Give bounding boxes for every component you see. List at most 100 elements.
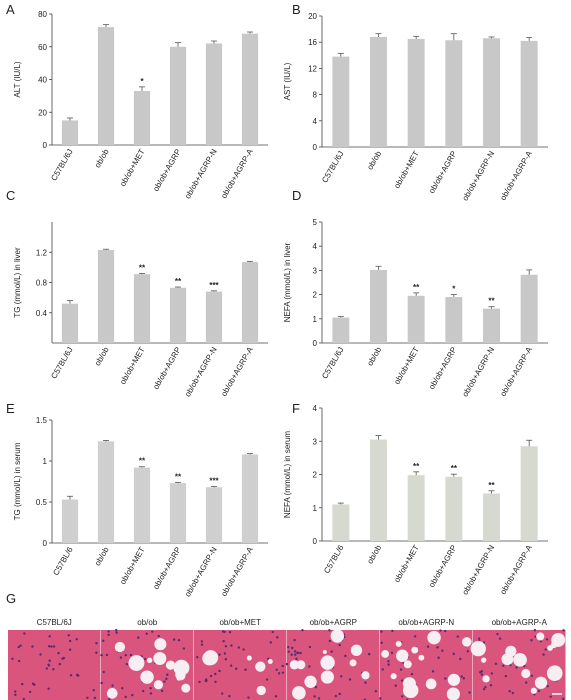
bar [205,43,223,145]
nucleus [271,630,274,634]
fat-vacuole [255,661,266,672]
nucleus [182,647,186,650]
nucleus [22,697,25,700]
nucleus [460,675,463,678]
nucleus [459,657,462,661]
x-tick-label: ob/ob+MET [392,543,421,584]
nucleus [374,690,378,693]
nucleus [380,641,383,644]
bar [61,499,79,543]
nucleus [47,687,50,690]
panel-label: D [292,188,301,203]
nucleus [338,643,341,647]
nucleus [301,629,304,632]
fat-vacuole [395,640,402,647]
nucleus [100,653,103,657]
nucleus [308,645,312,649]
nucleus [496,632,499,636]
fat-vacuole [403,660,412,669]
nucleus [115,628,118,632]
x-tick-label: ob/ob+MET [392,149,421,190]
error-bar [67,300,73,304]
significance: *** [209,281,219,290]
nucleus [204,678,208,681]
nucleus [198,680,201,684]
y-tick-label: 80 [38,10,47,19]
nucleus [466,650,470,653]
significance: ** [413,462,420,471]
nucleus [277,672,281,675]
nucleus [338,692,341,696]
error-bar [103,440,109,442]
nucleus [92,689,95,692]
nucleus [224,645,228,648]
bar [61,303,79,343]
error-bar [337,52,344,57]
fat-vacuole [418,654,425,661]
nucleus [390,651,394,654]
fat-vacuole [390,673,397,680]
nucleus [31,682,35,685]
nucleus [530,674,534,678]
fat-vacuole [550,641,558,649]
fat-vacuole [256,685,266,696]
x-tick-label: ob/ob [365,345,383,367]
y-tick-label: 0 [313,537,318,546]
error-bar [450,294,457,298]
bar [445,297,463,343]
x-tick-label: ob/ob+AGRP [151,546,182,592]
nucleus [131,693,134,697]
nucleus [102,639,105,643]
x-tick-label: ob/ob+AGRP [427,544,458,590]
nucleus [479,671,482,674]
bar [133,90,151,145]
bar [133,274,151,343]
bar [483,308,500,343]
bar [483,38,500,147]
error-bar [488,490,495,494]
image-label: ob/ob+AGRP-A [492,618,548,627]
nucleus [95,651,98,654]
x-tick-label: ob/ob+MET [392,345,421,386]
panel-label: F [292,401,300,416]
nucleus [68,639,72,643]
nucleus [111,684,114,687]
nucleus [144,657,147,661]
nucleus [214,672,217,676]
bar [445,476,463,541]
bar [205,291,223,343]
error-bar [175,42,181,47]
fat-vacuole [128,655,145,671]
nucleus [200,643,204,646]
nucleus [107,633,110,636]
nucleus [285,662,289,666]
bar [169,287,187,343]
fat-vacuole [322,650,327,655]
bar [241,33,259,145]
panel-label: E [6,401,15,416]
error-bar [375,435,382,440]
bar [520,40,538,147]
nucleus [444,677,447,680]
bar [241,454,259,543]
bar [370,439,387,541]
y-tick-label: 0.5 [36,498,48,507]
nucleus [394,684,397,687]
error-bar [450,473,457,477]
panel-label: A [6,2,15,17]
error-bar [139,86,145,91]
nucleus [14,690,17,693]
nucleus [31,645,34,648]
nucleus [62,656,65,660]
y-tick-label: 1 [43,457,48,466]
nucleus [223,630,226,634]
nucleus [340,675,343,678]
nucleus [129,653,133,657]
nucleus [410,672,414,676]
nucleus [124,695,127,699]
y-tick-label: 3 [313,266,318,275]
nucleus [86,696,89,699]
x-tick-label: ob/ob+MET [118,545,147,586]
nucleus [107,630,110,633]
